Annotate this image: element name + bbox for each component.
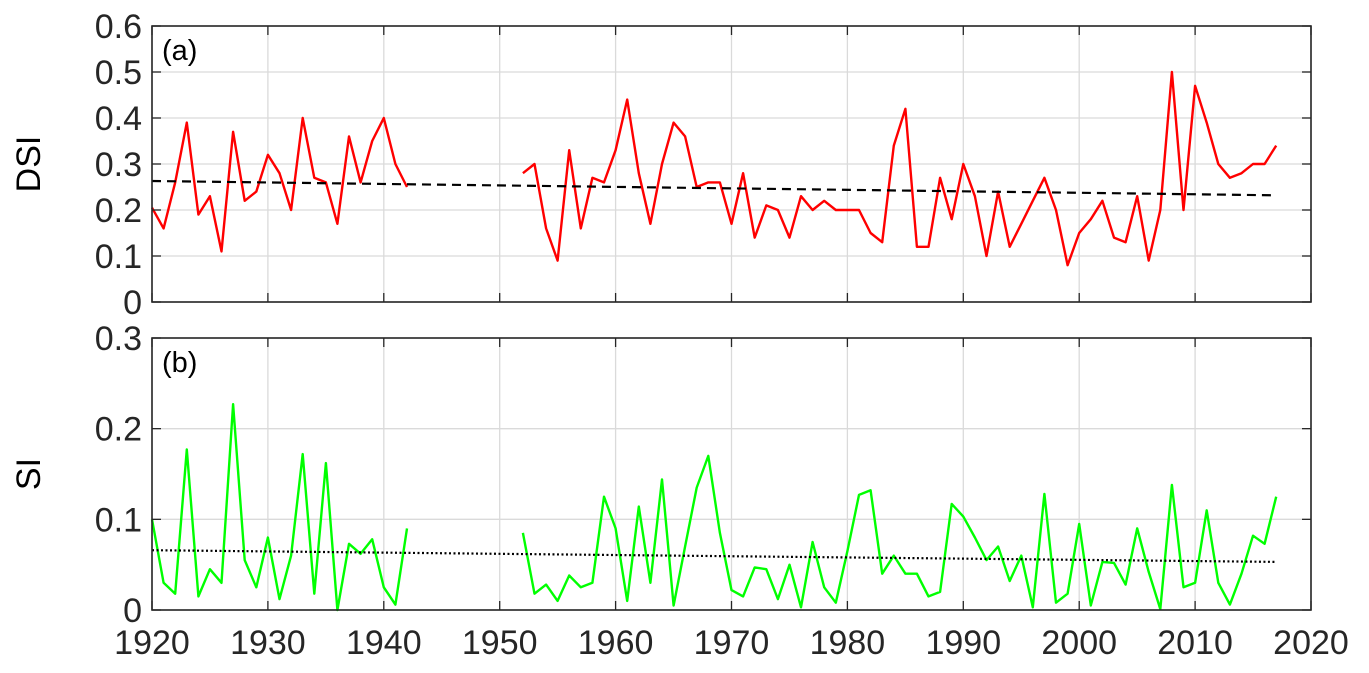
panel-a-data-line (522, 70, 1278, 267)
panel-b-xtick-label: 1990 (925, 624, 1001, 662)
panel-a-ytick-label: 0.6 (95, 8, 142, 46)
panel-a: 0 0.1 0.2 0.3 0.4 0.5 0.6 (a) DSI (10, 8, 1312, 322)
panel-a-ytick-label: 0.5 (95, 54, 142, 92)
panel-a-ytick-label: 0.4 (95, 100, 142, 138)
panel-b-ytick-label: 0 (123, 592, 142, 630)
panel-b-xtick-label: 1950 (462, 624, 538, 662)
panel-b-ytick-label: 0.2 (95, 411, 142, 449)
panel-b-xtick-label: 2020 (1273, 624, 1349, 662)
panel-a-data-line (150, 116, 409, 253)
panel-b-data-line (150, 403, 409, 612)
panel-b-ylabel: SI (10, 458, 48, 490)
panel-b-xtick-label: 1960 (578, 624, 654, 662)
panel-b-data-line (521, 454, 1278, 611)
panel-b-xtick-label: 2000 (1041, 624, 1117, 662)
panel-a-ylabel: DSI (10, 136, 48, 193)
panel-a-ytick-label: 0.3 (95, 146, 142, 184)
panel-b: 0 0.1 0.2 0.3 1920 1930 1940 1950 1960 1970 1980 19… (10, 320, 1349, 662)
panel-a-label: (a) (162, 35, 197, 67)
panel-b-xtick-label: 1940 (346, 624, 422, 662)
panel-b-xtick-label: 1980 (810, 624, 886, 662)
panel-b-label: (b) (162, 347, 197, 379)
panel-b-trend-line (151, 549, 1277, 563)
panel-a-ytick-label: 0 (123, 284, 142, 322)
panel-b-ytick-label: 0.3 (95, 320, 142, 358)
panel-b-ytick-label: 0.1 (95, 501, 142, 539)
panel-a-ytick-label: 0.1 (95, 238, 142, 276)
panel-b-xtick-label: 1920 (114, 624, 190, 662)
panel-b-xtick-label: 1970 (694, 624, 770, 662)
panel-a-trend-line (151, 179, 1277, 197)
panel-b-xtick-label: 2010 (1157, 624, 1233, 662)
panel-b-xtick-label: 1930 (230, 624, 306, 662)
panel-a-ytick-label: 0.2 (95, 192, 142, 230)
